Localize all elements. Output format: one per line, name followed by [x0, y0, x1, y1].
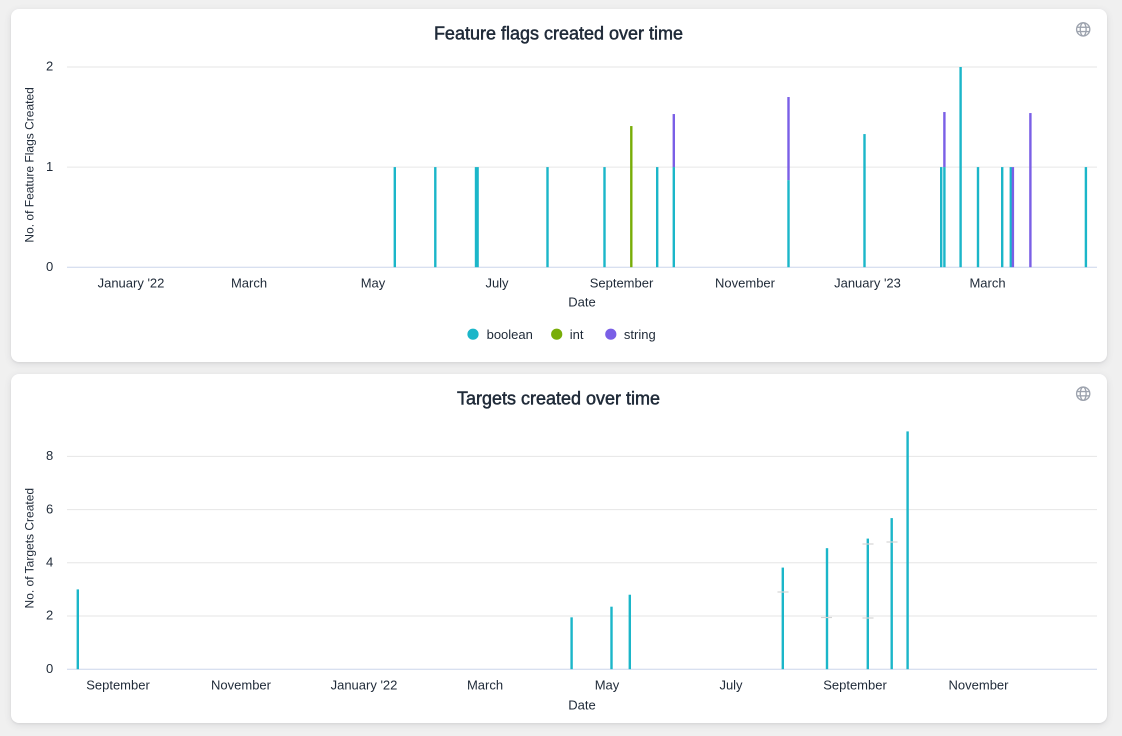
svg-text:No. of Targets Created: No. of Targets Created: [23, 488, 37, 609]
svg-text:Targets created over time: Targets created over time: [457, 389, 660, 409]
svg-text:July: July: [719, 678, 743, 693]
svg-text:int: int: [570, 327, 584, 342]
svg-text:string: string: [624, 327, 656, 342]
svg-text:July: July: [485, 275, 509, 290]
svg-text:2: 2: [46, 608, 53, 623]
svg-text:8: 8: [46, 448, 53, 463]
svg-text:0: 0: [46, 661, 53, 676]
svg-text:2: 2: [46, 59, 53, 74]
svg-text:1: 1: [46, 159, 53, 174]
svg-text:Feature flags created over tim: Feature flags created over time: [434, 23, 683, 43]
svg-text:January '22: January '22: [331, 678, 398, 693]
svg-text:November: November: [949, 678, 1010, 693]
svg-text:March: March: [231, 275, 267, 290]
svg-text:No. of Feature Flags Created: No. of Feature Flags Created: [22, 87, 36, 242]
svg-text:March: March: [969, 275, 1005, 290]
svg-text:September: September: [823, 678, 887, 693]
svg-text:6: 6: [46, 501, 53, 516]
svg-text:May: May: [595, 678, 620, 693]
svg-text:Date: Date: [568, 294, 595, 309]
svg-text:boolean: boolean: [487, 327, 533, 342]
svg-text:Date: Date: [568, 698, 595, 713]
svg-text:May: May: [361, 275, 386, 290]
svg-text:September: September: [86, 678, 150, 693]
svg-text:4: 4: [46, 555, 53, 570]
svg-text:November: November: [715, 275, 776, 290]
svg-text:September: September: [590, 275, 654, 290]
svg-text:March: March: [467, 678, 503, 693]
svg-text:0: 0: [46, 259, 53, 274]
svg-text:January '22: January '22: [98, 275, 165, 290]
svg-text:November: November: [211, 678, 272, 693]
svg-text:January '23: January '23: [834, 275, 901, 290]
